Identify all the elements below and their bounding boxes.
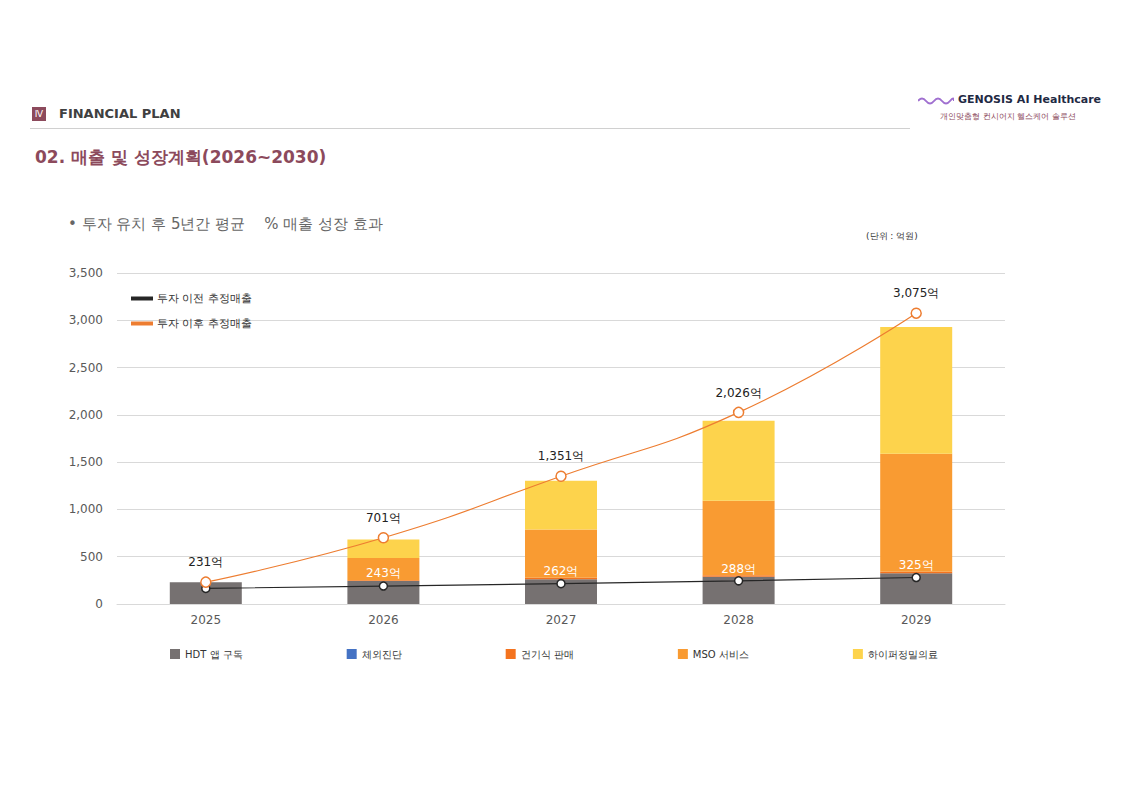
svg-text:MSO 서비스: MSO 서비스 bbox=[693, 649, 749, 660]
svg-text:건기식 판매: 건기식 판매 bbox=[521, 649, 574, 660]
svg-text:1,000: 1,000 bbox=[69, 502, 103, 516]
svg-text:500: 500 bbox=[80, 550, 103, 564]
html-text:• 투자 유치 후 5년간 평균 % 매출 성장 효과: • 투자 유치 후 5년간 평균 % 매출 성장 효과 bbox=[68, 215, 383, 233]
svg-text:1,351억: 1,351억 bbox=[538, 449, 584, 463]
svg-text:3,000: 3,000 bbox=[69, 313, 103, 327]
svg-text:2027: 2027 bbox=[546, 613, 577, 627]
html-text:Ⅳ: Ⅳ bbox=[34, 109, 44, 119]
svg-text:231억: 231억 bbox=[188, 555, 223, 569]
html-text:개인맞춤형 컨시어지 헬스케어 솔루션: 개인맞춤형 컨시어지 헬스케어 솔루션 bbox=[940, 112, 1076, 121]
html-text:FINANCIAL PLAN: FINANCIAL PLAN bbox=[59, 106, 181, 121]
svg-text:1,500: 1,500 bbox=[69, 455, 103, 469]
svg-text:2028: 2028 bbox=[723, 613, 754, 627]
svg-text:2,500: 2,500 bbox=[69, 361, 103, 375]
svg-text:243억: 243억 bbox=[366, 566, 401, 580]
svg-text:체외진단: 체외진단 bbox=[362, 649, 402, 660]
svg-text:HDT 앱 구독: HDT 앱 구독 bbox=[185, 649, 243, 660]
svg-text:3,500: 3,500 bbox=[69, 266, 103, 280]
svg-text:2,026억: 2,026억 bbox=[715, 386, 761, 400]
svg-text:2026: 2026 bbox=[368, 613, 399, 627]
svg-text:하이퍼정밀의료: 하이퍼정밀의료 bbox=[868, 649, 938, 660]
html-text:GENOSIS AI Healthcare: GENOSIS AI Healthcare bbox=[958, 93, 1102, 106]
svg-text:2025: 2025 bbox=[191, 613, 222, 627]
svg-text:3,075억: 3,075억 bbox=[893, 286, 939, 300]
svg-text:0: 0 bbox=[95, 597, 103, 611]
svg-text:325억: 325억 bbox=[899, 558, 934, 572]
html-text:02. 매출 및 성장계획(2026~2030): 02. 매출 및 성장계획(2026~2030) bbox=[35, 147, 327, 167]
svg-text:262억: 262억 bbox=[544, 564, 579, 578]
svg-text:투자 이전 추정매출: 투자 이전 추정매출 bbox=[157, 292, 252, 305]
svg-text:2,000: 2,000 bbox=[69, 408, 103, 422]
svg-text:2029: 2029 bbox=[901, 613, 932, 627]
svg-text:701억: 701억 bbox=[366, 511, 401, 525]
html-text:(단위 : 억원): (단위 : 억원) bbox=[866, 231, 918, 241]
svg-text:288억: 288억 bbox=[721, 562, 756, 576]
svg-text:투자 이후 추정매출: 투자 이후 추정매출 bbox=[157, 317, 252, 330]
